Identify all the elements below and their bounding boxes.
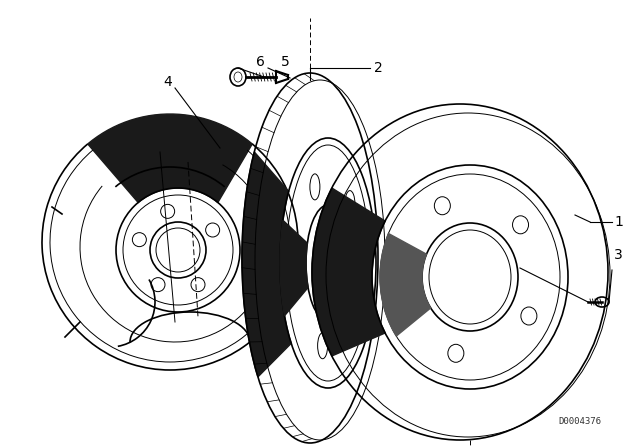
Polygon shape [312, 188, 385, 356]
Text: 6: 6 [255, 55, 264, 69]
Polygon shape [280, 220, 308, 316]
Text: 5: 5 [280, 55, 289, 69]
Polygon shape [88, 114, 252, 202]
Polygon shape [380, 233, 431, 336]
Text: 3: 3 [614, 248, 623, 262]
Text: 1: 1 [614, 215, 623, 229]
Text: 2: 2 [374, 61, 383, 75]
Polygon shape [242, 152, 291, 377]
Text: D0004376: D0004376 [559, 418, 602, 426]
Text: 4: 4 [164, 75, 172, 89]
